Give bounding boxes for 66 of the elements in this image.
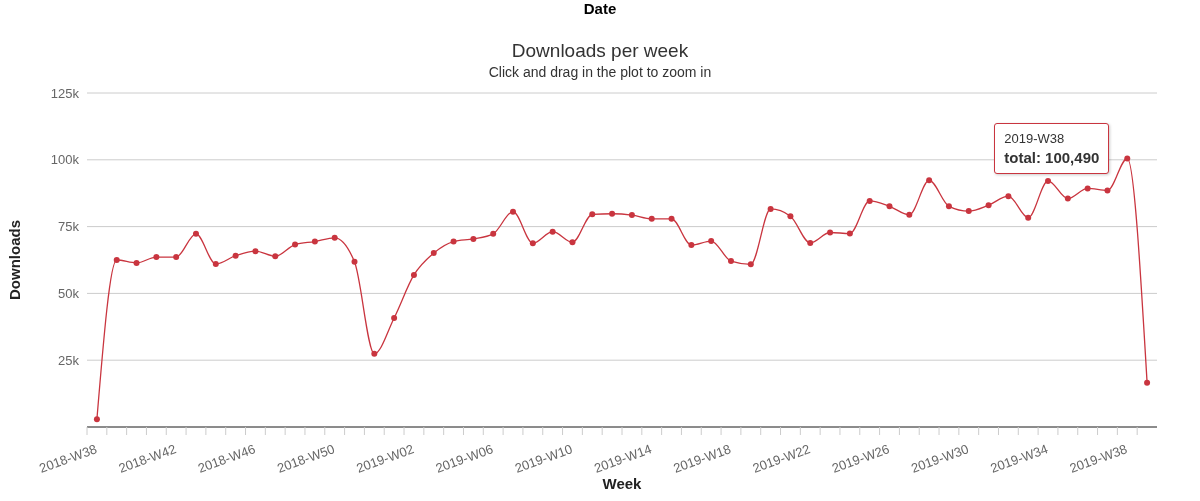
y-tick-label: 75k [58,219,80,235]
point [767,205,774,212]
annotation: 2019-W38 total: 100,490 [1004,131,1100,167]
point [1124,155,1131,162]
text: Date [582,0,618,17]
point [985,202,992,209]
point [351,258,358,265]
point [331,234,338,241]
point [846,230,853,237]
point [628,212,635,219]
point [133,259,140,266]
point [410,271,417,278]
point [93,416,100,423]
y-tick-label: 100k [50,152,80,168]
point [569,239,576,246]
point [1144,379,1151,386]
point [292,241,299,248]
point [1064,195,1071,202]
point [807,239,814,246]
point [1005,193,1012,200]
point [430,250,437,257]
point [212,261,219,268]
point [688,242,695,249]
point [1045,177,1052,184]
point [827,229,834,236]
point [609,210,616,217]
point [470,235,477,242]
point [886,203,893,210]
point [549,228,556,235]
point [866,197,873,204]
point [173,254,180,261]
point [965,208,972,215]
point [192,230,199,237]
point [708,238,715,245]
point [391,314,398,321]
point [727,258,734,265]
point [529,240,536,247]
point [113,257,120,263]
point [153,254,160,261]
point [1104,187,1111,194]
y-tick-label: 50k [58,286,80,302]
point [945,203,952,210]
y-tick-label: 25k [58,352,80,368]
chart-subtitle: Click and drag in the plot to zoom in [487,64,713,80]
point [926,177,933,184]
point [648,215,655,222]
y-tick-label: 125k [50,85,80,101]
point [1025,214,1032,221]
point [450,238,457,245]
point [747,261,754,268]
point [668,215,675,222]
point [589,211,596,218]
point [252,248,259,255]
point [311,238,318,245]
chart-title: Downloads per week [510,40,690,62]
tooltip-box: 2019-W38 total: 100,490 [994,123,1110,175]
point [787,213,794,220]
point [906,211,913,218]
point [490,230,497,237]
point [371,350,378,357]
y-axis-title: Downloads [6,219,24,301]
point [272,253,279,260]
point [510,208,517,215]
x-axis-title: Week [602,475,643,492]
point [1084,185,1091,192]
point [232,252,239,259]
